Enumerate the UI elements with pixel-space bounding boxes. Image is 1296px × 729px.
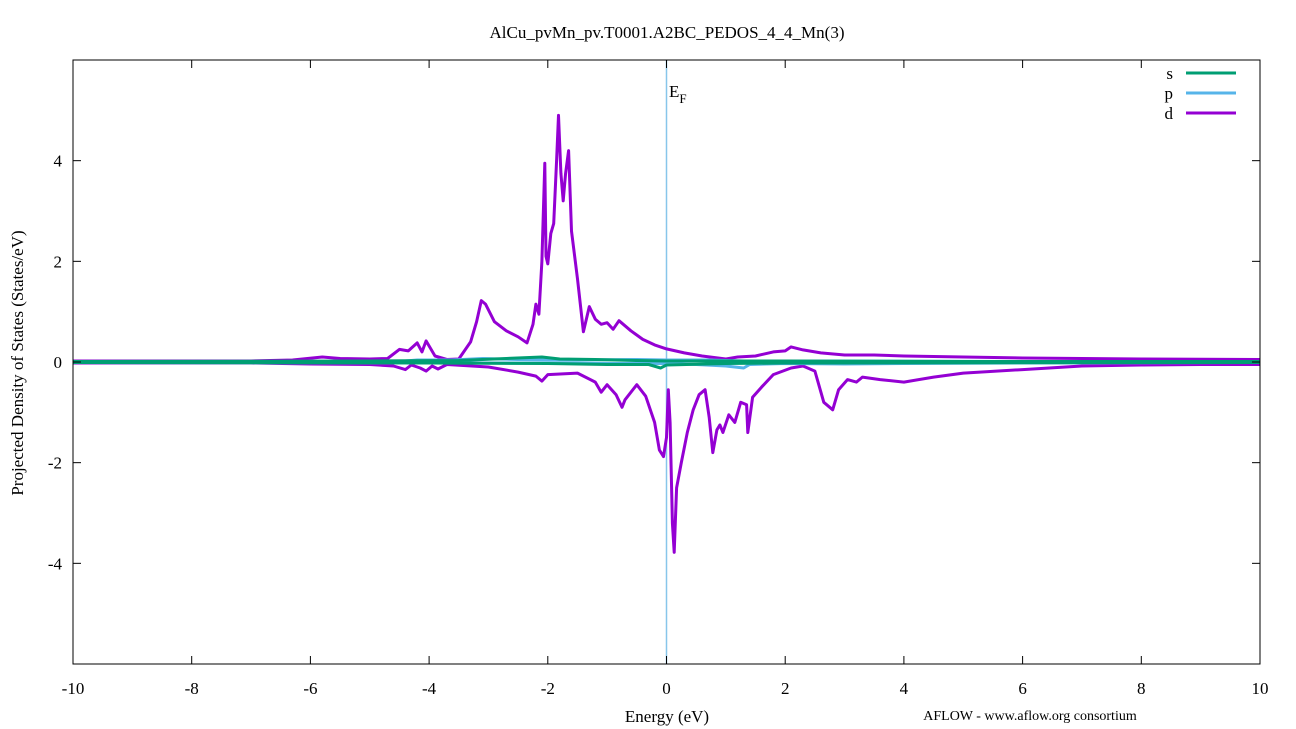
legend-label-d: d: [1165, 104, 1174, 123]
x-tick-label: 2: [781, 679, 790, 698]
series-d-up-line: [73, 113, 1261, 363]
y-tick-label: 0: [54, 353, 63, 372]
axis-ticks: -10 -8 -6 -4 -2 0 2 4 6 8 10 -4 -2 0 2 4: [48, 60, 1269, 698]
x-tick-label: 0: [662, 679, 671, 698]
legend-label-s: s: [1166, 64, 1173, 83]
x-tick-label: -6: [303, 679, 317, 698]
x-axis-label: Energy (eV): [625, 707, 709, 726]
x-tick-label: -2: [541, 679, 555, 698]
plot-area: [72, 60, 1261, 664]
x-tick-label: -8: [185, 679, 199, 698]
x-tick-label: 4: [900, 679, 909, 698]
footer-credit: AFLOW - www.aflow.org consortium: [923, 709, 1137, 724]
y-tick-label: 4: [54, 152, 63, 171]
x-tick-label: 10: [1252, 679, 1269, 698]
series-s-down-line: [72, 361, 1261, 370]
y-tick-label: -4: [48, 554, 63, 573]
x-tick-label: 6: [1018, 679, 1027, 698]
series-d-down-line: [73, 361, 1260, 554]
x-tick-label: 8: [1137, 679, 1146, 698]
chart-title: AlCu_pvMn_pv.T0001.A2BC_PEDOS_4_4_Mn(3): [490, 23, 845, 42]
x-tick-label: -10: [62, 679, 85, 698]
y-tick-label: 2: [54, 252, 63, 271]
legend-label-p: p: [1165, 84, 1174, 103]
y-tick-label: -2: [48, 454, 62, 473]
series-s-up-line: [72, 355, 1260, 363]
x-tick-label: -4: [422, 679, 437, 698]
legend: spd: [1165, 64, 1236, 123]
fermi-level-label: EF: [669, 82, 687, 106]
y-axis-label: Projected Density of States (States/eV): [8, 230, 27, 495]
